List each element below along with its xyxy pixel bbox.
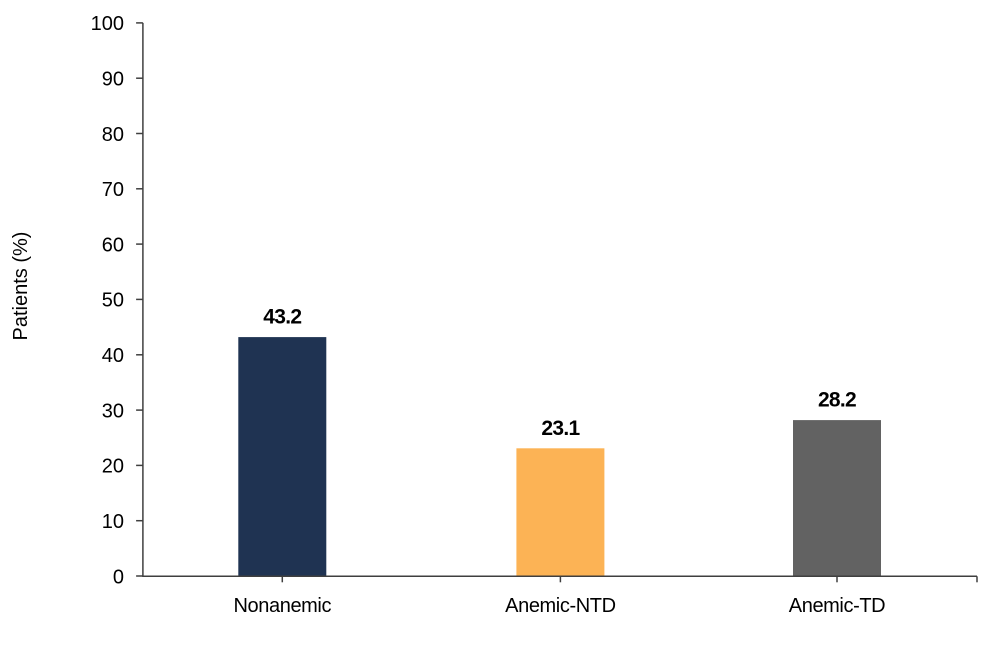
svg-text:0: 0 [113, 566, 124, 588]
svg-text:100: 100 [91, 13, 124, 35]
svg-text:10: 10 [102, 511, 124, 533]
svg-text:60: 60 [102, 234, 124, 256]
svg-text:Nonanemic: Nonanemic [234, 595, 332, 617]
svg-text:20: 20 [102, 456, 124, 478]
svg-text:90: 90 [102, 69, 124, 91]
svg-text:43.2: 43.2 [263, 306, 301, 329]
svg-text:Patients (%): Patients (%) [10, 232, 32, 341]
svg-text:Anemic-TD: Anemic-TD [789, 595, 885, 617]
svg-text:40: 40 [102, 345, 124, 367]
svg-text:50: 50 [102, 290, 124, 312]
svg-text:28.2: 28.2 [818, 389, 856, 412]
svg-text:30: 30 [102, 400, 124, 422]
svg-text:23.1: 23.1 [541, 417, 580, 440]
svg-text:70: 70 [102, 179, 124, 201]
svg-text:Anemic-NTD: Anemic-NTD [505, 595, 615, 617]
svg-text:80: 80 [102, 124, 124, 146]
